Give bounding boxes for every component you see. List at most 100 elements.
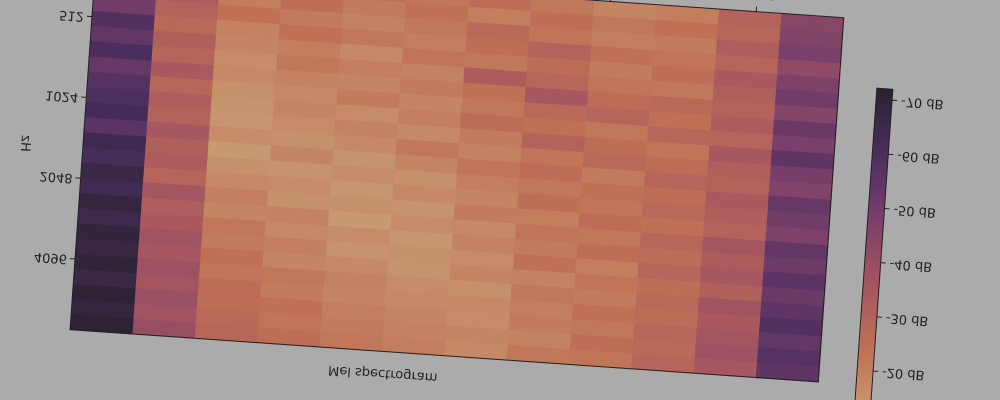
heatmap-cell (585, 106, 650, 127)
heatmap-cell (586, 91, 651, 112)
heatmap-cell (522, 117, 587, 138)
heatmap-cell (569, 334, 634, 355)
heatmap-cell (89, 41, 154, 62)
heatmap-cell (260, 281, 325, 303)
heatmap-cell (709, 130, 774, 151)
heatmap-cell (780, 13, 845, 34)
heatmap-cell (460, 112, 525, 134)
heatmap-cell (446, 310, 511, 331)
heatmap-cell (444, 340, 509, 361)
heatmap-cell (264, 221, 329, 242)
heatmap-cell (649, 95, 714, 116)
heatmap-cell (279, 8, 344, 29)
heatmap-cell (711, 100, 776, 121)
heatmap-cell (576, 243, 641, 264)
heatmap-cell (592, 15, 657, 36)
heatmap-cell (386, 275, 451, 296)
heatmap-cell (401, 47, 466, 69)
heatmap-cell (382, 320, 447, 342)
heatmap-cell (457, 143, 522, 164)
heatmap-cell (398, 93, 463, 114)
heatmap-cell (643, 171, 708, 192)
heatmap-cell (581, 167, 646, 188)
heatmap-cell (90, 26, 155, 47)
heatmap-cell (707, 160, 772, 181)
heatmap-cell (215, 19, 280, 40)
heatmap-cell (528, 26, 593, 47)
heatmap-cell (202, 216, 267, 238)
heatmap-cell (211, 80, 276, 101)
heatmap-cell (271, 115, 336, 136)
heatmap-cell (701, 236, 767, 257)
heatmap-cell (76, 223, 141, 244)
heatmap-cell (574, 273, 639, 294)
heatmap-cell (717, 8, 782, 30)
heatmap-cell (205, 171, 270, 192)
heatmap-cell (134, 288, 199, 309)
heatmap-cell (769, 165, 834, 186)
heatmap-cell (654, 19, 719, 40)
heatmap-cell (641, 201, 706, 223)
heatmap-cell (268, 160, 333, 181)
heatmap-cell (774, 89, 839, 110)
heatmap-cell (272, 99, 338, 121)
heatmap-cell (390, 214, 455, 235)
heatmap-cell (779, 28, 844, 49)
heatmap-cell (275, 69, 340, 90)
heatmap-cell (706, 175, 771, 197)
heatmap-cell (635, 292, 700, 314)
heatmap-cell (714, 54, 779, 75)
heatmap-cell (151, 45, 216, 66)
y-axis-label: Hz (17, 134, 33, 152)
heatmap-cell (213, 49, 278, 71)
heatmap-cell (85, 86, 150, 107)
heatmap-cell (694, 342, 759, 363)
heatmap-cell (527, 41, 592, 62)
heatmap-cell (322, 286, 387, 307)
heatmap-cell (404, 17, 469, 38)
heatmap-cell (693, 357, 758, 379)
heatmap-cell (391, 199, 456, 220)
heatmap-cell (73, 268, 138, 289)
heatmap-cell (324, 255, 389, 277)
heatmap-cell (198, 262, 264, 283)
heatmap-cell (591, 30, 656, 51)
heatmap-cell (644, 156, 709, 177)
heatmap-cell (327, 210, 392, 231)
heatmap-cell (467, 6, 532, 27)
heatmap-cell (580, 182, 645, 203)
heatmap-cell (146, 121, 211, 142)
heatmap-cell (509, 299, 574, 320)
heatmap-cell (655, 4, 720, 25)
heatmap-cell (766, 210, 831, 231)
heatmap-cell (705, 191, 770, 212)
x-axis-label: Mel spectrogram (328, 362, 438, 385)
heatmap-cell (700, 251, 765, 272)
heatmap-cell (75, 238, 140, 259)
heatmap-cell (699, 266, 764, 288)
heatmap-cell (465, 37, 530, 58)
heatmap-cell (331, 164, 396, 186)
heatmap-cell (269, 145, 334, 166)
rotated-figure: 0.0750.0900.1050.120512102420484096HzMel… (17, 0, 944, 400)
heatmap-cell (716, 24, 781, 45)
plot-frame (69, 0, 845, 383)
heatmap-cell (204, 186, 269, 207)
heatmap-cell (399, 78, 464, 99)
heatmap-cell (777, 58, 842, 80)
heatmap-cell (132, 318, 197, 339)
heatmap-cell (208, 125, 273, 147)
heatmap-cell (778, 43, 843, 64)
heatmap-cell (338, 58, 403, 79)
heatmap-cell (330, 180, 395, 201)
heatmap-cell (270, 130, 335, 151)
heatmap-cell (150, 60, 215, 81)
heatmap-cell (510, 284, 575, 305)
heatmap-cell (461, 97, 526, 118)
heatmap-cell (458, 128, 524, 149)
heatmap-cell (259, 297, 324, 318)
heatmap-cell (520, 147, 585, 168)
heatmap-cell (197, 277, 262, 298)
heatmap-cell (453, 203, 518, 225)
